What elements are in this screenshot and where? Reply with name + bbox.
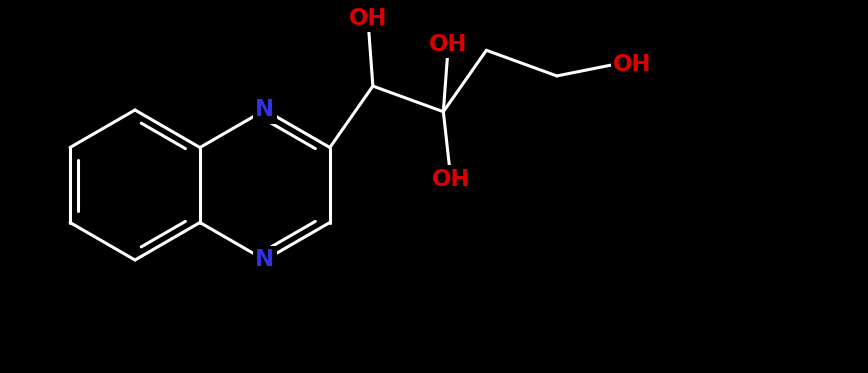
Text: OH: OH (431, 168, 470, 191)
Text: OH: OH (613, 53, 652, 76)
Text: OH: OH (429, 33, 468, 56)
Text: OH: OH (349, 7, 387, 30)
Text: N: N (255, 248, 274, 272)
Text: N: N (255, 98, 274, 122)
